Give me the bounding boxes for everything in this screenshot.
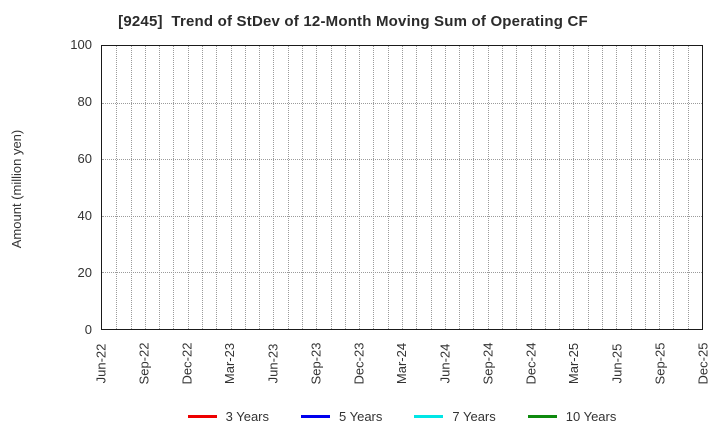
legend-line-5-years [301,414,330,418]
legend-item-5-years: 5 Years [301,409,382,424]
y-tick-label: 0 [84,322,92,337]
vertical-gridline [216,46,218,329]
vertical-gridline [173,46,175,329]
vertical-gridline [373,46,375,329]
plot-area [101,45,703,330]
y-tick-label: 80 [77,94,92,109]
vertical-gridline [316,46,318,329]
vertical-gridline [616,46,618,329]
vertical-gridline [159,46,161,329]
vertical-gridline [359,46,361,329]
vertical-gridline [487,46,489,329]
vertical-gridline [502,46,503,329]
x-tick-label: Dec-25 [695,342,711,384]
chart-title: [9245] Trend of StDev of 12-Month Moving… [118,13,588,30]
legend-line-10-years [527,414,557,418]
legend-label-10-years: 10 Years [565,408,617,424]
y-axis-label: Amount (million yen) [9,129,24,249]
vertical-gridline [673,46,675,329]
y-tick-label: 100 [70,37,92,52]
vertical-gridline [587,46,589,329]
vertical-gridline [344,46,346,329]
legend-label-7-years: 7 Years [452,408,496,424]
vertical-gridline [530,46,532,329]
vertical-gridline [644,46,646,329]
vertical-gridline [516,46,518,329]
horizontal-gridline [102,102,702,104]
y-tick-label: 40 [77,208,92,223]
vertical-gridline [202,46,203,329]
vertical-gridline [230,46,232,329]
vertical-gridline [130,46,132,329]
vertical-gridline [573,46,575,329]
legend-item-10-years: 10 Years [527,408,617,424]
vertical-gridline [387,46,389,329]
y-tick-label: 60 [77,151,92,166]
vertical-gridline [630,46,632,329]
vertical-gridline [444,46,446,329]
y-tick-label: 20 [77,265,92,280]
vertical-gridline [187,46,189,329]
horizontal-gridline [102,159,702,161]
vertical-gridline [402,46,403,329]
vertical-gridline [273,46,275,329]
vertical-gridline [330,46,332,329]
legend-item-3-years: 3 Years [187,408,269,424]
vertical-gridline [259,46,261,329]
vertical-gridline [144,46,146,329]
vertical-gridline [559,46,561,329]
vertical-gridline [602,46,603,329]
horizontal-gridline [102,272,702,274]
vertical-gridline [659,46,661,329]
vertical-gridline [416,46,418,329]
vertical-gridline [544,46,546,329]
vertical-gridline [302,46,303,329]
vertical-gridline [459,46,461,329]
vertical-gridline [116,46,118,329]
legend-line-7-years [414,414,444,418]
grid-layer [102,46,702,329]
legend-line-3-years [187,414,217,418]
legend-item-7-years: 7 Years [414,408,496,424]
legend: 3 Years 5 Years 7 Years 10 Years [101,403,703,429]
legend-label-5-years: 5 Years [339,408,383,424]
vertical-gridline [287,46,289,329]
vertical-gridline [687,46,689,329]
vertical-gridline [473,46,475,329]
vertical-gridline [244,46,246,329]
legend-label-3-years: 3 Years [225,408,269,424]
horizontal-gridline [102,215,702,217]
vertical-gridline [430,46,432,329]
